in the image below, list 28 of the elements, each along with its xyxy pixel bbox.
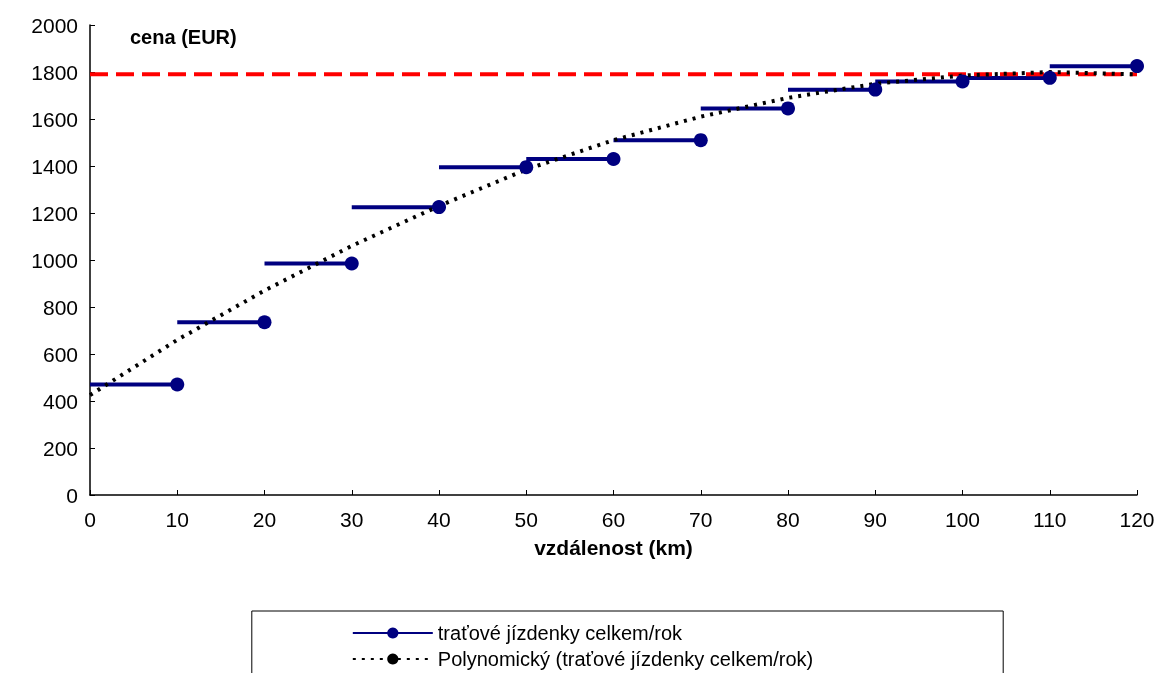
x-tick-label: 60 bbox=[601, 508, 626, 531]
y-tick-label: 0 bbox=[66, 483, 78, 507]
y-tick-label: 1400 bbox=[31, 154, 78, 178]
x-tick-label: 10 bbox=[165, 508, 189, 531]
y-axis-title: cena (EUR) bbox=[130, 26, 237, 48]
x-tick-label: 100 bbox=[944, 508, 981, 531]
x-tick-label: 70 bbox=[689, 508, 713, 531]
x-tick-label: 120 bbox=[1119, 508, 1155, 531]
x-axis-title: vzdálenost (km) bbox=[534, 536, 693, 559]
x-tick-label: 30 bbox=[340, 508, 364, 531]
legend-label: Polynomický (traťové jízdenky celkem/rok) bbox=[437, 648, 814, 670]
y-tick-label: 1000 bbox=[31, 248, 78, 272]
y-tick-label: 600 bbox=[42, 342, 78, 366]
x-tick-label: 0 bbox=[84, 508, 96, 531]
y-tick-label: 400 bbox=[42, 389, 78, 413]
x-tick-label: 20 bbox=[252, 508, 277, 531]
y-tick-label: 1600 bbox=[31, 107, 78, 131]
x-tick-label: 90 bbox=[863, 508, 887, 531]
x-tick-label: 50 bbox=[514, 508, 538, 531]
y-tick-label: 2000 bbox=[31, 13, 78, 37]
legend-label: traťové jízdenky celkem/rok bbox=[437, 622, 684, 644]
y-tick-label: 1200 bbox=[31, 201, 78, 225]
x-tick-label: 80 bbox=[776, 508, 800, 531]
y-tick-label: 200 bbox=[42, 436, 78, 460]
y-tick-label: 1800 bbox=[31, 60, 78, 84]
x-tick-label: 110 bbox=[1033, 508, 1067, 531]
x-tick-label: 40 bbox=[427, 508, 451, 531]
y-tick-label: 800 bbox=[42, 295, 78, 319]
